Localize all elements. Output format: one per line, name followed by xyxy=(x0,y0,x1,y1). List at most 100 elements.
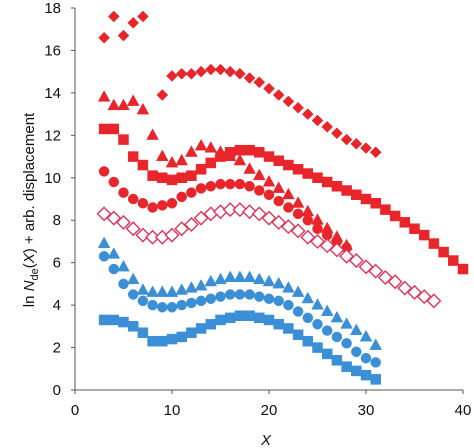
data-point xyxy=(98,314,110,326)
data-point xyxy=(224,178,236,190)
data-point xyxy=(205,157,217,169)
data-point xyxy=(98,31,110,44)
y-axis-label-suffix: ) + arb. displacement xyxy=(21,112,38,253)
data-point xyxy=(215,291,226,302)
data-point xyxy=(262,274,276,287)
data-point xyxy=(302,168,314,179)
data-point xyxy=(341,361,352,372)
data-point xyxy=(320,304,334,316)
data-point xyxy=(341,338,352,349)
data-point xyxy=(232,202,248,218)
data-point xyxy=(185,67,198,80)
data-point xyxy=(186,297,197,309)
x-axis-label: X xyxy=(260,432,272,448)
data-point xyxy=(157,335,168,347)
y-tick-label: 4 xyxy=(53,297,61,314)
y-tick-label: 2 xyxy=(53,340,61,357)
data-point xyxy=(321,325,333,336)
data-point xyxy=(195,323,207,334)
data-point xyxy=(185,145,198,157)
data-point xyxy=(254,312,265,324)
data-point xyxy=(215,314,226,326)
data-point xyxy=(283,299,294,311)
data-point xyxy=(292,329,304,341)
data-point xyxy=(263,293,275,304)
data-point xyxy=(224,65,237,78)
data-point xyxy=(263,189,275,201)
data-point xyxy=(137,10,149,23)
data-point xyxy=(263,82,275,95)
data-point xyxy=(331,331,343,343)
data-point xyxy=(340,133,353,146)
data-point xyxy=(253,168,266,181)
data-point xyxy=(224,289,236,300)
data-point xyxy=(195,164,207,175)
data-point xyxy=(175,283,188,295)
data-point xyxy=(127,193,139,205)
data-point xyxy=(205,293,217,304)
data-point xyxy=(340,317,353,329)
data-point xyxy=(118,316,129,328)
y-tick-label: 10 xyxy=(44,170,61,187)
data-point xyxy=(146,285,159,297)
data-point xyxy=(292,101,304,114)
data-point xyxy=(244,144,255,156)
data-point xyxy=(118,134,129,145)
x-tick-label: 0 xyxy=(71,402,79,419)
data-point xyxy=(283,159,294,171)
data-point xyxy=(389,210,401,222)
data-point xyxy=(244,310,255,321)
data-point xyxy=(234,144,246,156)
data-point xyxy=(272,276,285,289)
data-point xyxy=(166,197,178,209)
data-point xyxy=(126,94,140,106)
data-point xyxy=(370,374,381,385)
data-point xyxy=(214,272,227,285)
data-point xyxy=(185,281,198,293)
x-tick-label: 40 xyxy=(455,402,472,419)
data-point xyxy=(331,127,343,140)
data-point xyxy=(233,153,247,166)
data-point xyxy=(164,227,180,243)
data-point xyxy=(166,174,178,186)
data-point xyxy=(137,295,149,307)
data-point xyxy=(243,270,256,282)
data-point xyxy=(117,29,130,42)
data-point xyxy=(283,202,294,213)
series-7 xyxy=(98,251,381,368)
data-point xyxy=(234,178,246,190)
data-point xyxy=(351,365,362,377)
data-point xyxy=(312,223,323,234)
data-point xyxy=(204,141,218,153)
data-point xyxy=(321,348,333,360)
y-axis-label-subscript: de xyxy=(29,268,41,280)
data-point xyxy=(244,181,255,192)
data-point xyxy=(204,274,218,287)
x-tick-label: 20 xyxy=(261,402,278,419)
data-point xyxy=(157,200,168,211)
data-point xyxy=(380,204,391,215)
data-point xyxy=(234,67,246,80)
data-point xyxy=(291,285,305,297)
data-point xyxy=(368,263,384,279)
data-point xyxy=(98,123,110,135)
data-point xyxy=(351,189,362,201)
data-point xyxy=(205,318,217,330)
data-point xyxy=(156,149,169,162)
y-tick-label: 18 xyxy=(44,0,61,17)
data-point xyxy=(283,323,294,334)
data-point xyxy=(108,314,120,326)
data-point xyxy=(360,142,372,154)
tick-labels: 0 2 4 6 8 10 12 14 16 18 0 10 20 30 40 xyxy=(44,0,471,419)
data-point xyxy=(215,178,226,190)
data-point xyxy=(186,170,197,181)
data-point xyxy=(341,185,352,196)
data-point xyxy=(127,321,139,332)
data-point xyxy=(176,299,187,311)
data-point xyxy=(254,147,265,158)
data-point xyxy=(253,272,266,285)
data-point xyxy=(107,98,121,111)
data-point xyxy=(428,238,440,249)
data-point xyxy=(273,318,284,330)
data-point xyxy=(205,181,217,192)
